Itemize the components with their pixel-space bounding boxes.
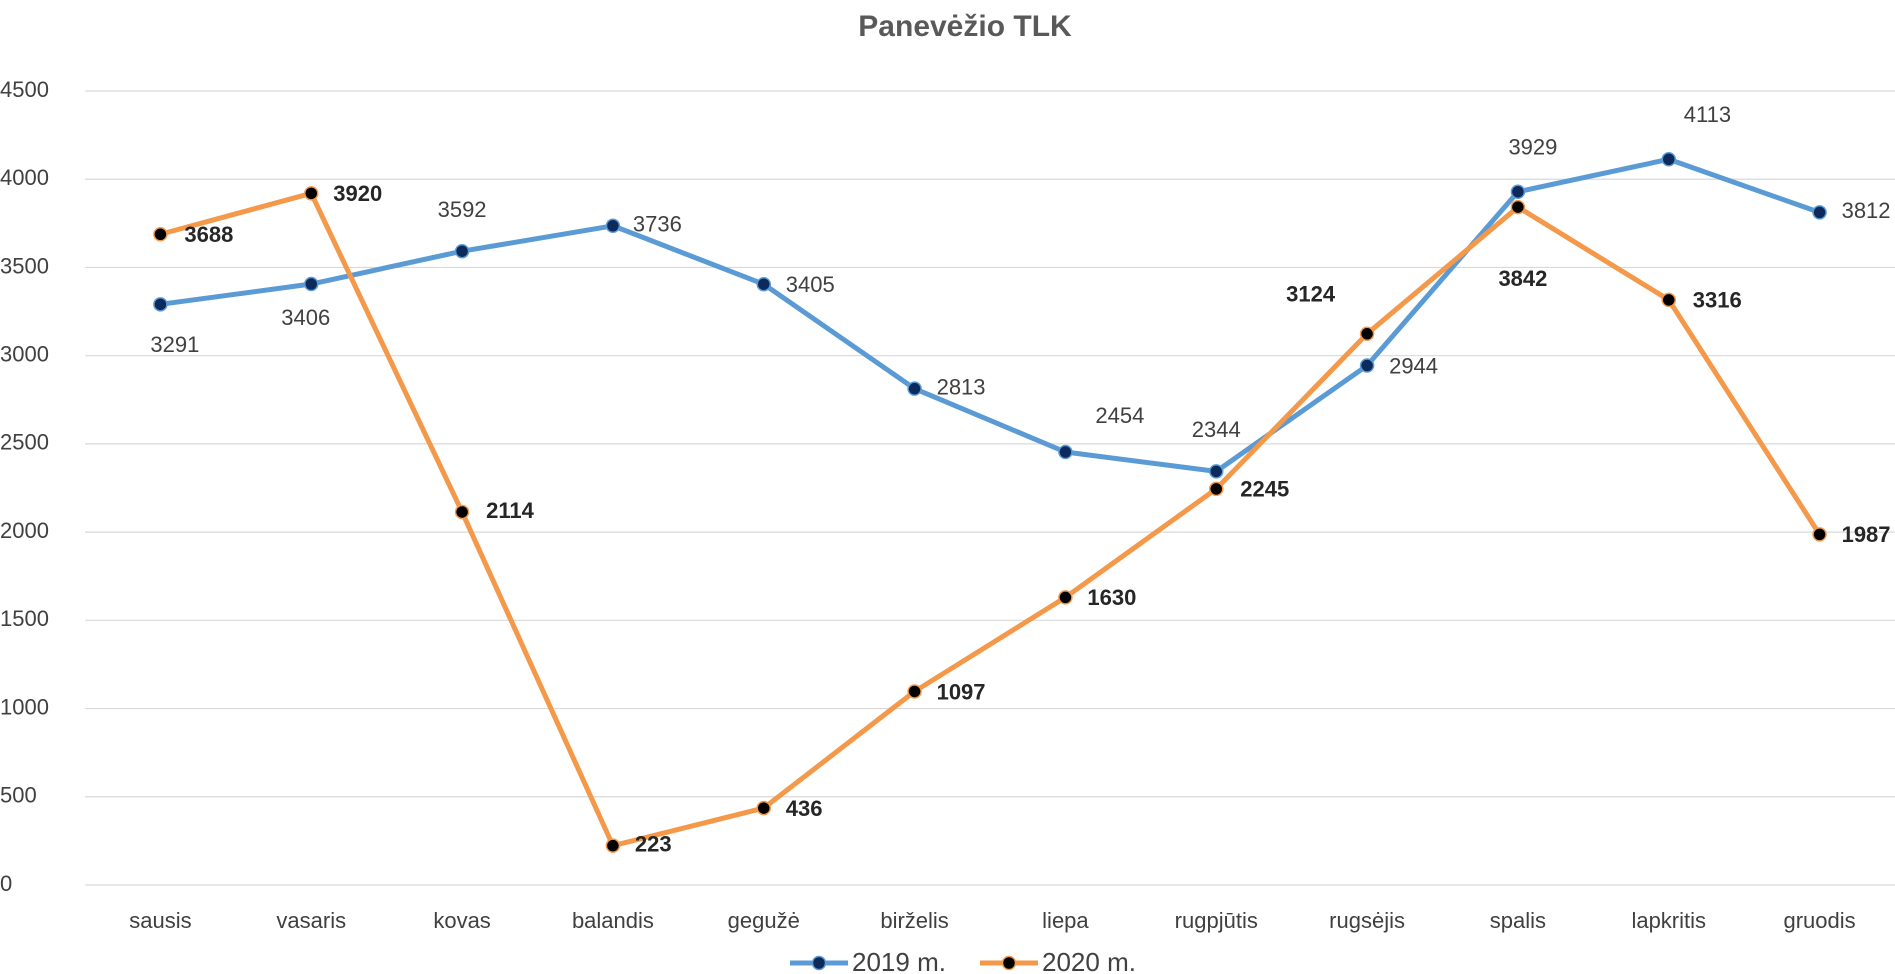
marker (153, 297, 168, 312)
marker (1661, 152, 1676, 167)
marker (454, 243, 470, 259)
y-tick-label: 3000 (0, 341, 49, 366)
data-label: 3812 (1842, 198, 1891, 223)
legend-label: 2019 m. (852, 947, 946, 974)
data-label: 3124 (1286, 282, 1336, 307)
marker (756, 800, 771, 816)
data-label: 3842 (1498, 266, 1547, 291)
marker (1209, 464, 1224, 479)
data-label: 1630 (1087, 585, 1136, 610)
y-tick-label: 4000 (0, 165, 49, 190)
y-tick-label: 0 (0, 871, 12, 896)
line (159, 190, 1822, 849)
y-tick-label: 1000 (0, 694, 49, 719)
x-tick-label: spalis (1490, 908, 1546, 933)
marker (1359, 358, 1375, 373)
data-label: 3592 (438, 197, 487, 222)
legend-label: 2020 m. (1042, 947, 1136, 974)
x-tick-label: gegužė (728, 908, 800, 933)
y-tick-label: 500 (0, 783, 37, 808)
data-label: 3736 (633, 212, 682, 237)
data-label: 2114 (486, 498, 534, 523)
series: 3688 3920 2114 223 436 1097 1630 2245 3124 3842 33… (153, 181, 1891, 856)
data-label: 3929 (1508, 135, 1557, 160)
data-label: 2344 (1192, 417, 1241, 442)
y-tick-label: 2500 (0, 430, 49, 455)
y-tick-label: 2000 (0, 518, 49, 543)
marker (153, 227, 168, 242)
chart-title: Panevėžio TLK (858, 10, 1072, 43)
marker (304, 186, 319, 201)
y-tick-label: 1500 (0, 606, 49, 631)
line (160, 156, 1821, 474)
data-label: 3405 (786, 272, 835, 297)
marker (1812, 527, 1827, 542)
y-tick-label: 4500 (0, 77, 49, 102)
marker (1812, 205, 1827, 220)
legend-marker (811, 955, 827, 971)
x-tick-label: birželis (880, 908, 948, 933)
data-label: 3316 (1693, 288, 1742, 313)
marker (1510, 184, 1526, 199)
data-label: 3688 (184, 222, 233, 247)
x-tick-label: vasaris (276, 908, 346, 933)
marker (756, 276, 771, 292)
series: 3291 3406 3592 3736 3405 2813 2454 2344 2944 3929… (150, 102, 1891, 479)
x-tick-label: liepa (1042, 908, 1089, 933)
marker (1058, 590, 1073, 605)
data-label: 4113 (1684, 102, 1731, 127)
x-tick-label: kovas (433, 908, 490, 933)
marker (605, 218, 621, 234)
x-tick-label: gruodis (1784, 908, 1856, 933)
marker (907, 381, 922, 396)
data-label: 2245 (1240, 477, 1289, 502)
marker (605, 838, 621, 853)
x-tick-label: rugpjūtis (1175, 908, 1258, 933)
marker (907, 684, 922, 699)
x-tick-label: sausis (129, 908, 191, 933)
x-tick-label: rugsėjis (1329, 908, 1405, 933)
marker (454, 504, 470, 520)
x-tick-label: balandis (572, 908, 654, 933)
data-label: 436 (786, 796, 823, 821)
marker (1209, 481, 1224, 497)
data-label: 3920 (333, 181, 382, 206)
marker (1058, 444, 1073, 460)
marker (1510, 199, 1526, 215)
data-label: 2813 (937, 374, 986, 399)
data-label: 223 (635, 831, 672, 856)
legend: 2019 m. 2020 m. (790, 947, 1136, 974)
data-label: 1097 (937, 679, 986, 704)
data-label: 2944 (1389, 353, 1438, 378)
marker (304, 276, 319, 292)
marker (1661, 292, 1676, 308)
x-tick-label: lapkritis (1631, 908, 1706, 933)
data-label: 3406 (281, 305, 330, 330)
data-label: 2454 (1095, 403, 1144, 428)
legend-marker (1001, 955, 1017, 971)
data-label: 1987 (1842, 522, 1891, 547)
y-tick-label: 3500 (0, 253, 49, 278)
data-label: 3291 (150, 332, 199, 357)
marker (1359, 326, 1375, 342)
